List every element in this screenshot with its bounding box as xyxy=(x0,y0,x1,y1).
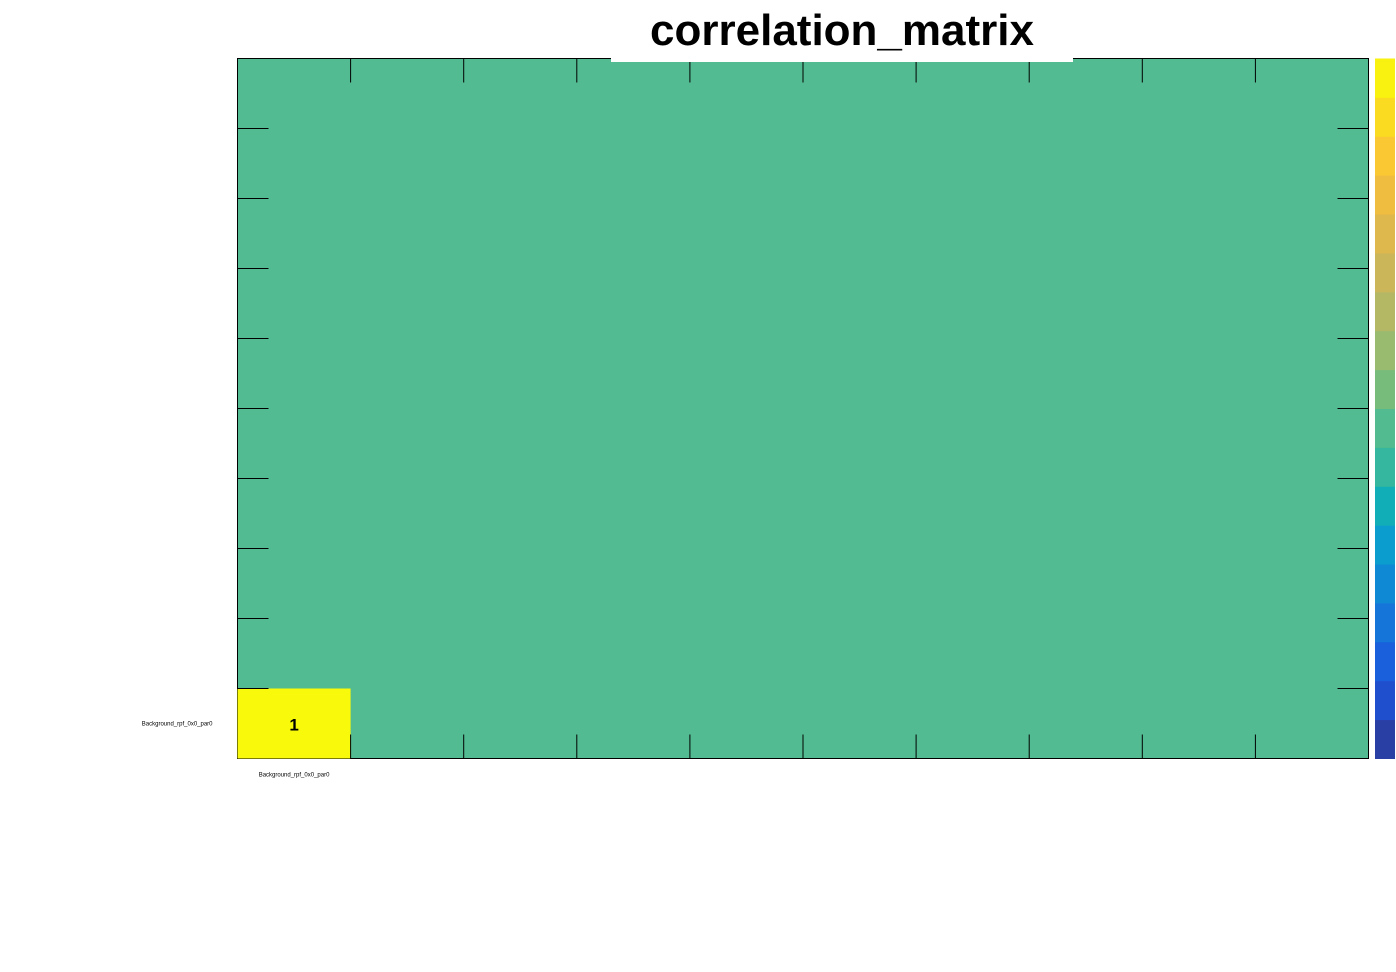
palette-swatch xyxy=(1375,641,1395,682)
heatmap-cell xyxy=(237,688,351,759)
cells: 1 xyxy=(237,688,351,759)
plot-area xyxy=(237,58,1369,759)
x-tick-label: Background_rpf_0x0_par0 xyxy=(259,773,330,779)
palette-swatch xyxy=(1375,680,1395,721)
palette-swatch xyxy=(1375,291,1395,332)
palette-swatch xyxy=(1375,525,1395,565)
palette-swatch xyxy=(1375,58,1395,98)
plot-background xyxy=(237,58,1369,759)
y-tick-label: Background_rpf_0x0_par0 xyxy=(142,722,213,728)
chart-title: correlation_matrix xyxy=(611,2,1073,62)
palette-swatch xyxy=(1375,175,1395,215)
palette-swatch xyxy=(1375,564,1395,604)
palette-swatch xyxy=(1375,602,1395,643)
palette-swatch xyxy=(1375,136,1395,176)
color-palette xyxy=(1375,58,1395,759)
cell-value-label: 1 xyxy=(289,716,298,735)
palette-swatch xyxy=(1375,719,1395,759)
axis-ticks xyxy=(237,58,1369,759)
palette-swatch xyxy=(1375,369,1395,409)
palette-swatch xyxy=(1375,214,1395,254)
palette-swatch xyxy=(1375,486,1395,526)
palette-swatch xyxy=(1375,408,1395,448)
palette-swatch xyxy=(1375,97,1395,137)
palette-swatch xyxy=(1375,330,1395,371)
palette-swatch xyxy=(1375,447,1395,487)
palette-swatch xyxy=(1375,252,1395,293)
axis-labels: Background_rpf_0x0_par0 Background_rpf_0x… xyxy=(142,722,330,779)
